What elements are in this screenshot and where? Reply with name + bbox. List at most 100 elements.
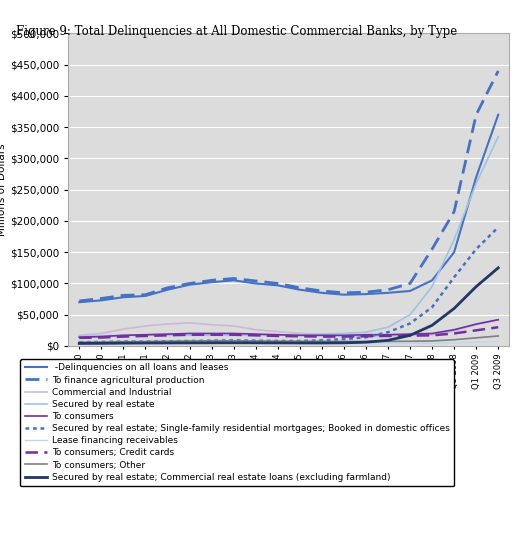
To finance agricultural production <box>186 280 193 287</box>
Secured by real estate; Commercial real estate loans (excluding farmland) <box>142 340 149 347</box>
To consumers; Other <box>120 338 127 345</box>
To consumers; Credit cards <box>341 333 347 340</box>
To consumers; Other <box>186 338 193 344</box>
Line: To consumers: To consumers <box>79 320 498 337</box>
To finance agricultural production <box>297 285 303 291</box>
To consumers; Credit cards <box>76 334 82 341</box>
 -Delinquencies on all loans and leases <box>98 297 104 304</box>
Line: To finance agricultural production: To finance agricultural production <box>79 71 498 301</box>
Line:  -Delinquencies on all loans and leases: -Delinquencies on all loans and leases <box>79 115 498 302</box>
Secured by real estate <box>341 330 347 337</box>
Legend:  -Delinquencies on all loans and leases, To finance agricultural production, Com: -Delinquencies on all loans and leases, … <box>20 359 454 487</box>
Secured by real estate <box>495 133 501 140</box>
 -Delinquencies on all loans and leases <box>341 291 347 298</box>
To consumers <box>319 332 325 339</box>
Secured by real estate; Commercial real estate loans (excluding farmland) <box>208 339 215 346</box>
To consumers <box>253 331 259 338</box>
Line: To consumers; Other: To consumers; Other <box>79 336 498 342</box>
To consumers <box>142 331 149 338</box>
To consumers; Other <box>495 333 501 339</box>
 -Delinquencies on all loans and leases <box>297 286 303 293</box>
 -Delinquencies on all loans and leases <box>230 277 237 283</box>
Lease financing receivables <box>164 339 171 346</box>
To consumers <box>208 330 215 337</box>
Line: Secured by real estate; Commercial real estate loans (excluding farmland): Secured by real estate; Commercial real … <box>79 268 498 344</box>
Lease financing receivables <box>98 340 104 347</box>
Commercial and Industrial <box>120 326 127 333</box>
Secured by real estate <box>142 332 149 339</box>
To consumers; Credit cards <box>230 331 237 338</box>
Commercial and Industrial <box>385 333 391 339</box>
Y-axis label: Millions of Dollars: Millions of Dollars <box>0 143 7 236</box>
To finance agricultural production <box>275 280 281 287</box>
To consumers; Credit cards <box>451 330 457 337</box>
Lease financing receivables <box>230 340 237 347</box>
To finance agricultural production <box>98 295 104 302</box>
Secured by real estate <box>120 332 127 339</box>
Secured by real estate <box>297 331 303 338</box>
Secured by real estate <box>385 324 391 330</box>
To finance agricultural production <box>473 112 479 118</box>
Lease financing receivables <box>76 340 82 347</box>
Line: Commercial and Industrial: Commercial and Industrial <box>79 320 498 336</box>
To consumers; Credit cards <box>275 333 281 339</box>
To consumers <box>98 333 104 340</box>
Secured by real estate <box>253 332 259 339</box>
Secured by real estate; Single-family residential mortgages; Booked in domestic offices <box>473 246 479 252</box>
Secured by real estate; Commercial real estate loans (excluding farmland) <box>297 340 303 347</box>
To consumers <box>473 321 479 328</box>
To consumers; Credit cards <box>142 333 149 339</box>
Secured by real estate; Single-family residential mortgages; Booked in domestic offices <box>363 334 369 340</box>
To finance agricultural production <box>76 297 82 304</box>
To consumers; Other <box>429 338 435 344</box>
To finance agricultural production <box>363 289 369 296</box>
Secured by real estate; Commercial real estate loans (excluding farmland) <box>253 339 259 346</box>
Secured by real estate; Single-family residential mortgages; Booked in domestic offices <box>319 337 325 344</box>
Lease financing receivables <box>429 340 435 347</box>
 -Delinquencies on all loans and leases <box>451 249 457 256</box>
To consumers <box>275 331 281 338</box>
To consumers; Credit cards <box>186 331 193 338</box>
To consumers; Credit cards <box>407 333 413 339</box>
Lease financing receivables <box>363 340 369 347</box>
To finance agricultural production <box>208 277 215 283</box>
Secured by real estate; Commercial real estate loans (excluding farmland) <box>363 339 369 345</box>
To consumers; Other <box>275 338 281 344</box>
To consumers <box>120 332 127 339</box>
Secured by real estate <box>186 332 193 339</box>
To consumers; Other <box>98 339 104 345</box>
Secured by real estate; Single-family residential mortgages; Booked in domestic offices <box>230 337 237 344</box>
To consumers; Other <box>164 338 171 345</box>
To consumers; Other <box>230 338 237 344</box>
Commercial and Industrial <box>407 332 413 339</box>
Secured by real estate; Single-family residential mortgages; Booked in domestic offices <box>341 336 347 343</box>
To consumers; Other <box>451 336 457 343</box>
 -Delinquencies on all loans and leases <box>253 280 259 287</box>
To consumers <box>230 330 237 337</box>
Secured by real estate; Single-family residential mortgages; Booked in domestic offices <box>429 304 435 311</box>
To consumers; Other <box>142 338 149 345</box>
To consumers; Credit cards <box>363 333 369 340</box>
Lease financing receivables <box>319 340 325 347</box>
To consumers; Credit cards <box>385 333 391 339</box>
Lease financing receivables <box>297 340 303 347</box>
Commercial and Industrial <box>429 331 435 338</box>
Secured by real estate; Commercial real estate loans (excluding farmland) <box>319 340 325 347</box>
To consumers <box>407 331 413 338</box>
To consumers <box>363 331 369 338</box>
Secured by real estate; Commercial real estate loans (excluding farmland) <box>186 340 193 347</box>
Commercial and Industrial <box>297 330 303 337</box>
Secured by real estate; Single-family residential mortgages; Booked in domestic offices <box>407 320 413 327</box>
 -Delinquencies on all loans and leases <box>473 174 479 181</box>
Lease financing receivables <box>451 339 457 346</box>
To consumers <box>385 331 391 338</box>
To finance agricultural production <box>142 291 149 298</box>
To finance agricultural production <box>319 287 325 294</box>
Secured by real estate; Single-family residential mortgages; Booked in domestic offices <box>164 338 171 345</box>
Secured by real estate; Single-family residential mortgages; Booked in domestic offices <box>253 337 259 344</box>
Lease financing receivables <box>473 339 479 345</box>
Secured by real estate; Single-family residential mortgages; Booked in domestic offices <box>385 329 391 335</box>
Secured by real estate <box>473 180 479 187</box>
Secured by real estate; Commercial real estate loans (excluding farmland) <box>98 340 104 347</box>
Commercial and Industrial <box>363 333 369 339</box>
